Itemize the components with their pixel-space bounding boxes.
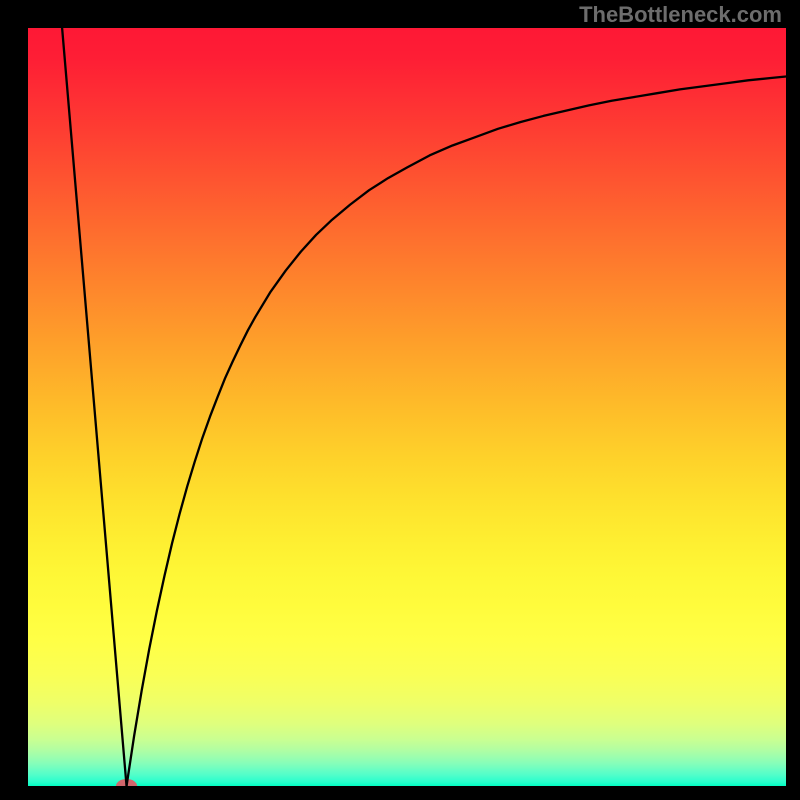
chart-container: TheBottleneck.com [0, 0, 800, 800]
watermark-text: TheBottleneck.com [579, 2, 782, 28]
gradient-background [28, 28, 786, 786]
plot-svg [28, 28, 786, 786]
plot-area [28, 28, 786, 786]
